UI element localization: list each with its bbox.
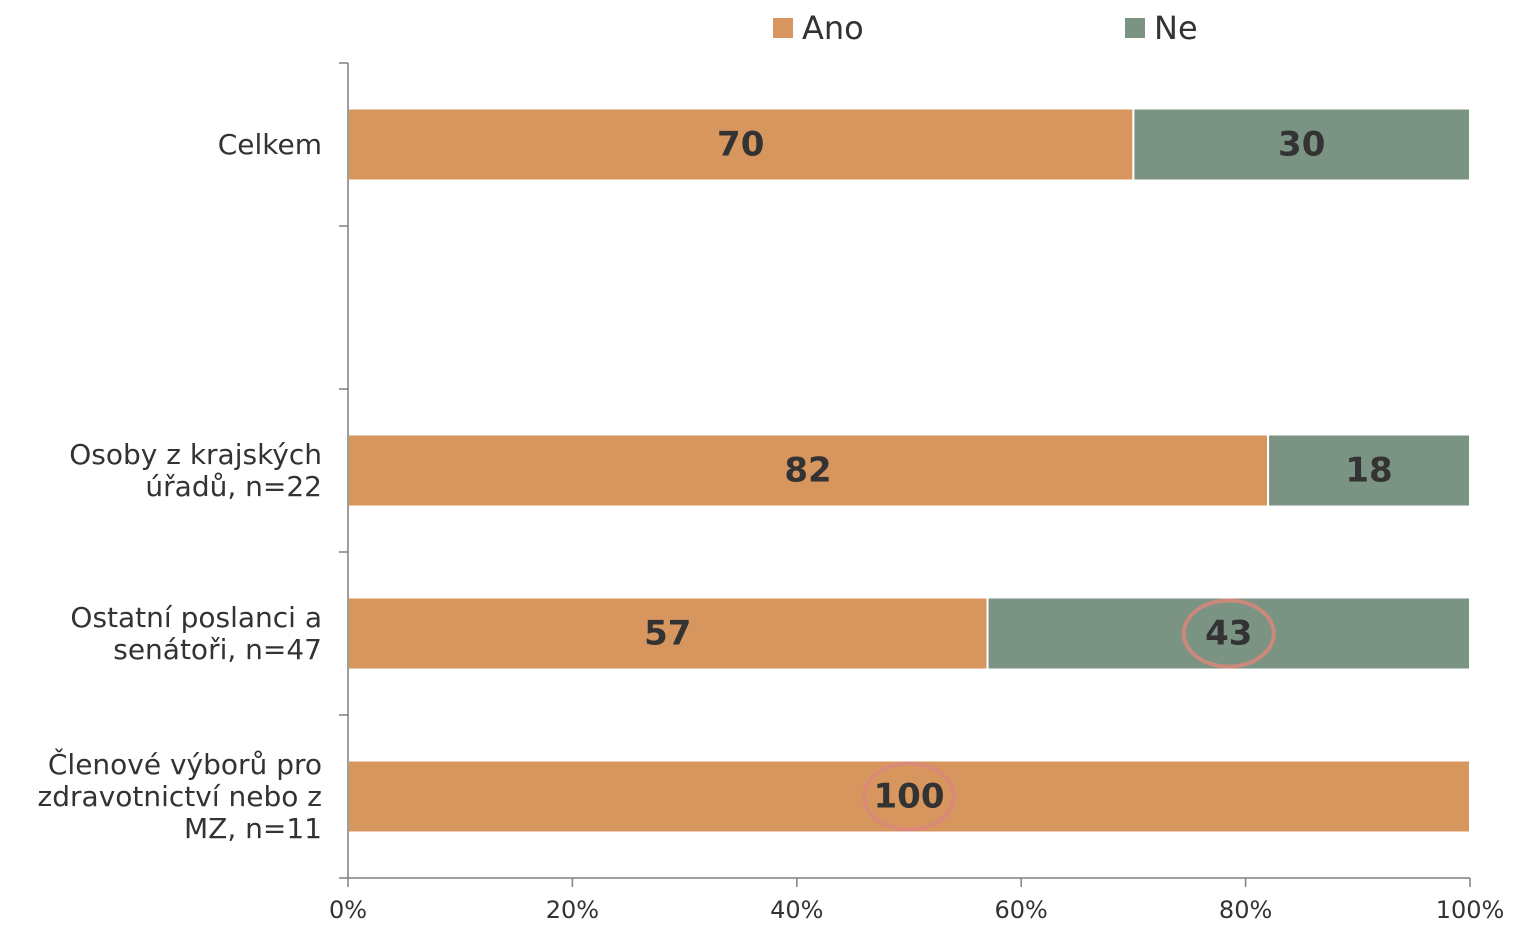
x-tick-label-5: 100%	[1436, 896, 1505, 924]
data-label-ano-4: 100	[874, 777, 945, 817]
x-tick-label-0: 0%	[329, 896, 367, 924]
category-label-4-line-2: MZ, n=11	[184, 812, 322, 845]
category-label-2-line-1: úřadů, n=22	[145, 470, 322, 503]
x-tick-label-2: 40%	[770, 896, 823, 924]
data-label-ano-2: 82	[784, 451, 831, 491]
x-tick-label-3: 60%	[995, 896, 1048, 924]
category-label-4-line-0: Členové výborů pro	[48, 747, 322, 781]
legend-swatch-ano	[773, 18, 793, 38]
data-label-ne-3: 43	[1205, 614, 1252, 654]
data-label-ne-0: 30	[1278, 125, 1325, 165]
data-label-ano-3: 57	[644, 614, 691, 654]
legend-label-ne: Ne	[1154, 9, 1198, 47]
category-label-2-line-0: Osoby z krajských	[69, 438, 322, 471]
chart-legend: Ano Ne	[773, 9, 1198, 47]
category-label-3-line-1: senátoři, n=47	[113, 633, 322, 666]
x-tick-label-1: 20%	[546, 896, 599, 924]
data-label-ne-2: 18	[1345, 451, 1392, 491]
legend-label-ano: Ano	[802, 9, 864, 47]
category-label-4-line-1: zdravotnictví nebo z	[38, 780, 322, 813]
data-label-ano-0: 70	[717, 125, 764, 165]
category-label-0-line-0: Celkem	[218, 128, 322, 161]
legend-swatch-ne	[1125, 18, 1145, 38]
x-tick-label-4: 80%	[1219, 896, 1272, 924]
bars-layer	[348, 109, 1470, 833]
category-label-3-line-0: Ostatní poslanci a	[70, 601, 322, 634]
